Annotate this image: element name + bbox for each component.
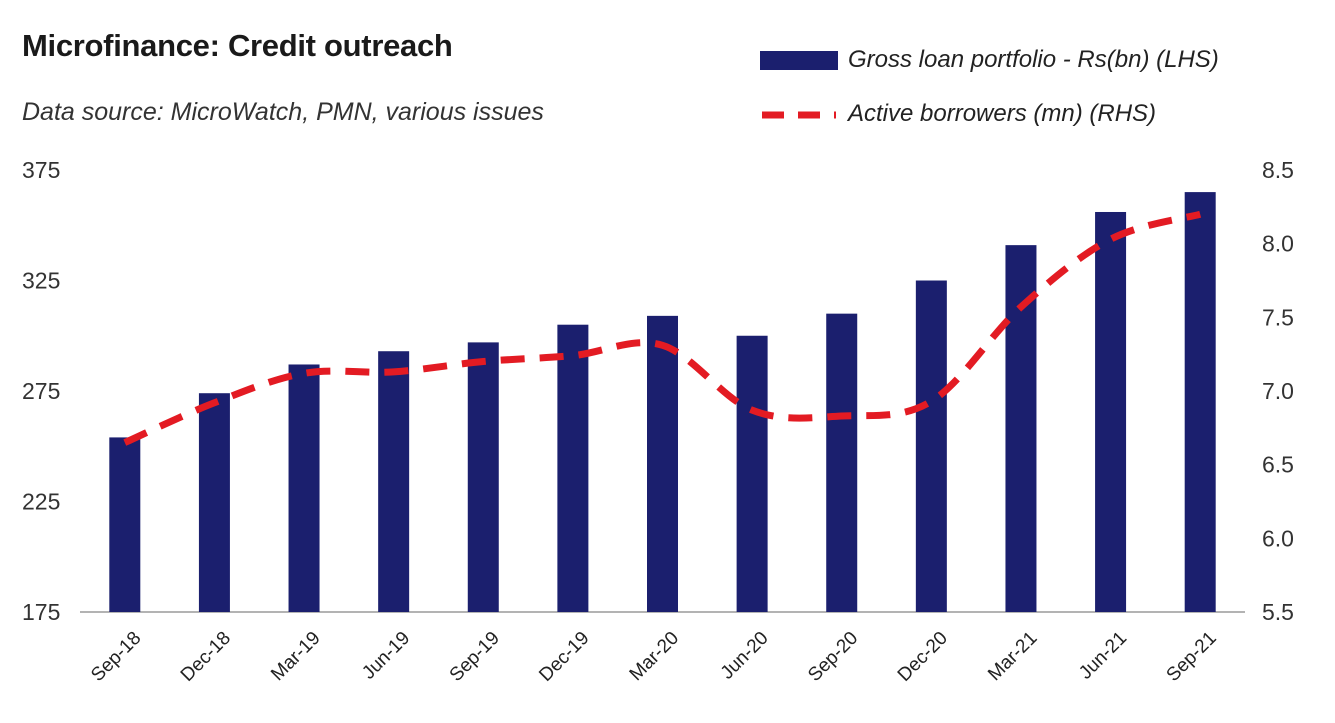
bar-sep-20 bbox=[826, 313, 858, 612]
bar-sep-21 bbox=[1184, 192, 1216, 612]
bar-jun-20 bbox=[736, 335, 768, 612]
bar-dec-19 bbox=[557, 324, 589, 612]
y-right-tick-label: 6.5 bbox=[1262, 452, 1294, 478]
bar-jun-21 bbox=[1095, 211, 1127, 613]
x-tick-label: Mar-21 bbox=[984, 628, 1041, 685]
chart-title: Microfinance: Credit outreach bbox=[22, 28, 453, 63]
y-left-tick-label: 375 bbox=[22, 157, 60, 183]
legend-line-swatch bbox=[762, 111, 836, 118]
bar-jun-19 bbox=[378, 351, 410, 612]
x-tick-label: Dec-20 bbox=[894, 628, 952, 686]
x-tick-label: Dec-19 bbox=[535, 628, 593, 686]
legend-item-loan-portfolio: Gross loan portfolio - Rs(bn) (LHS) bbox=[760, 40, 1219, 80]
y-left-tick-label: 175 bbox=[22, 599, 60, 625]
y-right-tick-label: 8.0 bbox=[1262, 231, 1294, 257]
x-tick-label: Sep-19 bbox=[446, 628, 504, 686]
x-tick-label: Jun-20 bbox=[717, 628, 773, 684]
bar-dec-18 bbox=[198, 393, 230, 612]
x-tick-label: Mar-19 bbox=[267, 628, 324, 685]
y-right-tick-label: 7.5 bbox=[1262, 304, 1294, 330]
bar-sep-19 bbox=[467, 342, 499, 612]
active-borrowers-line bbox=[123, 210, 1202, 446]
y-left-tick-label: 225 bbox=[22, 489, 60, 515]
y-left-tick-label: 275 bbox=[22, 378, 60, 404]
y-left-tick-label: 325 bbox=[22, 268, 60, 294]
x-tick-label: Jun-19 bbox=[358, 628, 414, 684]
bar-dec-20 bbox=[915, 280, 947, 612]
legend-item-active-borrowers: Active borrowers (mn) (RHS) bbox=[760, 94, 1219, 134]
y-right-tick-label: 6.0 bbox=[1262, 525, 1294, 551]
bar-mar-19 bbox=[288, 364, 320, 612]
legend-bar-swatch bbox=[760, 50, 838, 70]
x-tick-label: Mar-20 bbox=[626, 628, 683, 685]
legend-label-loan-portfolio: Gross loan portfolio - Rs(bn) (LHS) bbox=[848, 46, 1219, 73]
bar-mar-20 bbox=[647, 315, 678, 612]
x-tick-label: Sep-18 bbox=[87, 628, 145, 686]
legend: Gross loan portfolio - Rs(bn) (LHS) Acti… bbox=[760, 40, 1219, 148]
chart-subtitle: Data source: MicroWatch, PMN, various is… bbox=[22, 98, 544, 126]
y-right-tick-label: 8.5 bbox=[1262, 157, 1294, 183]
bar-sep-18 bbox=[109, 437, 141, 612]
x-tick-label: Dec-18 bbox=[177, 628, 235, 686]
x-tick-label: Sep-21 bbox=[1163, 628, 1221, 686]
legend-label-active-borrowers: Active borrowers (mn) (RHS) bbox=[848, 100, 1157, 127]
y-right-tick-label: 5.5 bbox=[1262, 599, 1294, 625]
x-tick-label: Sep-20 bbox=[804, 628, 862, 686]
y-right-tick-label: 7.0 bbox=[1262, 378, 1294, 404]
x-tick-label: Jun-21 bbox=[1075, 628, 1131, 684]
